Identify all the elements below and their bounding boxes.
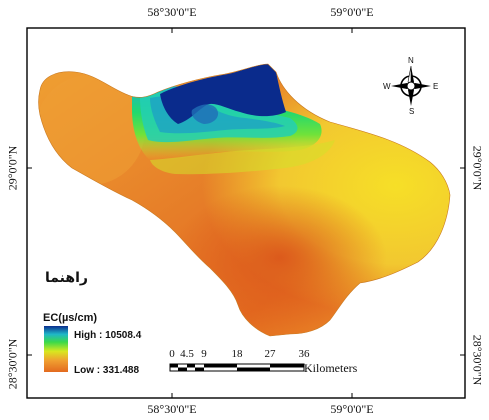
scale-bar [169,363,305,372]
coord-top-1: 58°30'0"E [147,5,197,19]
coord-right-1: 29°0'0"N [470,145,485,191]
scale-tick-5: 36 [298,348,310,360]
compass-e-label: E [433,82,439,91]
coord-top-2: 59°0'0"E [330,5,374,19]
compass-s-label: S [409,107,415,116]
study-region-outline [38,63,451,337]
legend-heading: راهنما [45,270,88,286]
scale-tick-2: 9 [201,348,207,360]
scale-tick-0: 0 [169,348,175,360]
coord-left-1: 29°0'0"N [5,145,20,191]
coord-right-2: 28°30'0"N [470,334,485,386]
compass-n-label: N [408,56,414,65]
scale-tick-4: 27 [264,348,276,360]
coord-left-2: 28°30'0"N [5,338,20,390]
compass-w-label: W [383,82,391,91]
compass-rose-icon [391,65,431,106]
scale-tick-1: 4.5 [180,348,194,360]
legend-title: EC(µs/cm) [43,312,98,324]
graticule-ticks [27,28,465,398]
legend-low-label: Low : 331.488 [74,365,140,376]
legend-high-label: High : 10508.4 [74,330,142,341]
coord-bottom-1: 58°30'0"E [147,402,197,416]
legend-color-ramp [44,326,68,372]
coord-bottom-2: 59°0'0"E [330,402,374,416]
scale-unit: Kilometers [304,361,358,375]
scale-tick-3: 18 [231,348,243,360]
